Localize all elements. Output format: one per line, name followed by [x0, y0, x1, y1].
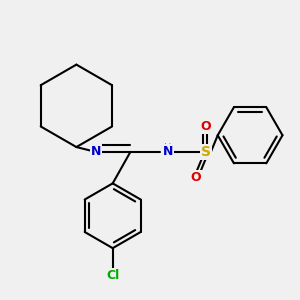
Text: S: S — [201, 145, 211, 159]
Text: O: O — [201, 120, 211, 133]
Text: O: O — [191, 171, 201, 184]
Text: H: H — [164, 143, 171, 153]
Text: Cl: Cl — [106, 269, 119, 282]
Text: N: N — [163, 146, 173, 158]
Text: N: N — [91, 146, 101, 158]
